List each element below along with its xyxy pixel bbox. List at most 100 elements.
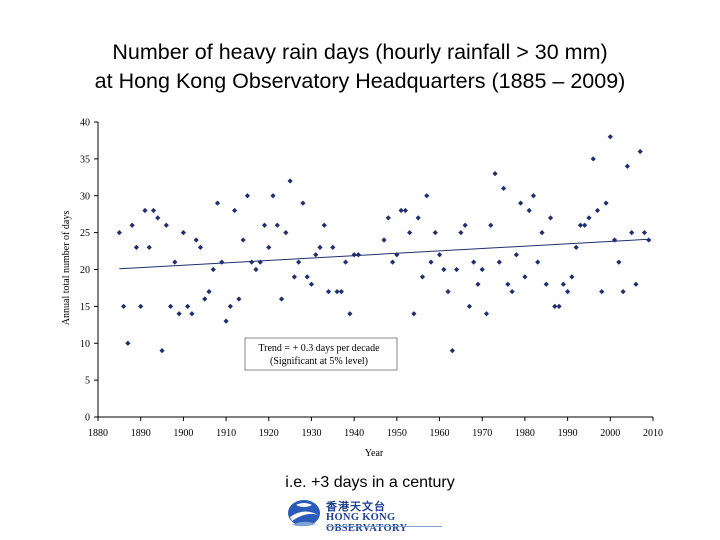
data-point [509, 289, 515, 295]
data-point [206, 289, 212, 295]
data-point [261, 222, 268, 228]
data-point [603, 200, 609, 206]
y-tick-label: 0 [85, 413, 90, 424]
data-point [483, 311, 490, 317]
data-point [116, 230, 122, 236]
data-point [197, 244, 204, 250]
annotation-box [244, 337, 398, 371]
data-point [300, 200, 306, 206]
data-point [308, 281, 315, 287]
y-tick-label: 25 [80, 228, 90, 239]
data-point [432, 230, 438, 236]
data-point [590, 156, 596, 162]
data-point [381, 237, 387, 243]
data-point [347, 311, 353, 317]
logo-english-text: HONG KONG OBSERVATORY [326, 512, 408, 534]
data-point [449, 348, 455, 354]
y-tick-label: 10 [80, 339, 90, 350]
x-tick-label: 1910 [216, 428, 236, 439]
data-point [419, 274, 426, 280]
data-point [539, 230, 545, 236]
data-point [385, 215, 391, 221]
data-point [402, 207, 408, 214]
trend-annotation: Trend = + 0.3 days per decade (Significa… [244, 337, 398, 371]
data-point [500, 185, 507, 191]
data-point [180, 230, 186, 236]
y-axis-ticks: 0 5 10 15 20 25 30 35 40 [80, 118, 98, 424]
data-point [441, 266, 447, 273]
data-point [436, 252, 443, 258]
data-point [641, 230, 648, 236]
data-point [475, 281, 481, 287]
data-point [253, 266, 259, 273]
annotation-line-2: (Significant at 5% level) [270, 356, 368, 367]
data-point [219, 259, 225, 265]
x-axis-label: Year [365, 448, 384, 459]
data-point [633, 281, 639, 287]
data-point [411, 311, 417, 317]
data-point [125, 340, 131, 346]
data-point [398, 207, 404, 214]
y-tick-label: 40 [80, 118, 90, 129]
data-point [518, 200, 524, 206]
data-point [321, 222, 327, 228]
data-point [278, 296, 285, 302]
data-point [185, 303, 191, 309]
data-point [569, 274, 575, 280]
data-point [624, 163, 630, 169]
data-point [394, 252, 400, 258]
data-point [594, 207, 601, 214]
data-point [556, 303, 562, 309]
data-point [189, 311, 195, 317]
data-point [505, 281, 511, 287]
data-point [454, 266, 460, 273]
data-point [582, 222, 588, 228]
data-point [325, 289, 332, 295]
x-tick-label: 1960 [430, 428, 450, 439]
data-point [270, 193, 276, 199]
data-point [129, 222, 135, 228]
data-point [355, 252, 362, 258]
x-tick-label: 1990 [558, 428, 578, 439]
x-tick-label: 1930 [301, 428, 321, 439]
data-point [577, 222, 584, 228]
data-point [488, 222, 494, 228]
data-point [274, 222, 280, 228]
caption: i.e. +3 days in a century [285, 474, 455, 491]
data-point [611, 237, 618, 243]
data-point [249, 259, 255, 265]
y-tick-label: 20 [80, 265, 90, 276]
data-point [291, 274, 297, 280]
data-point [479, 266, 485, 273]
y-tick-label: 35 [80, 154, 90, 165]
data-point [223, 318, 229, 324]
data-point [146, 244, 152, 250]
data-point [535, 259, 541, 265]
data-point [155, 215, 161, 221]
data-point [530, 193, 537, 199]
data-point [526, 207, 532, 214]
y-axis-label: Annual total number of days [61, 211, 72, 326]
data-point [240, 237, 246, 243]
data-point [637, 148, 643, 155]
data-point [338, 289, 344, 295]
data-point [407, 230, 413, 236]
data-point [159, 348, 165, 354]
data-point [560, 281, 566, 287]
data-point [172, 259, 178, 265]
data-point [176, 311, 182, 317]
data-point [236, 296, 242, 302]
data-point [287, 178, 293, 184]
data-point [522, 274, 528, 280]
data-point [646, 237, 652, 243]
title-line-1: Number of heavy rain days (hourly rainfa… [112, 40, 608, 64]
data-point [138, 303, 144, 309]
x-tick-label: 1890 [131, 428, 151, 439]
data-point [424, 193, 430, 199]
data-point [330, 244, 336, 250]
data-point [543, 281, 549, 287]
data-point [317, 244, 323, 250]
data-point [415, 215, 421, 221]
x-axis-ticks: 1880 1890 1900 1910 1920 1930 1940 1950 1960 1970… [88, 417, 663, 439]
hko-logo: 香港天文台 HONG KONG OBSERVATORY [286, 497, 456, 534]
